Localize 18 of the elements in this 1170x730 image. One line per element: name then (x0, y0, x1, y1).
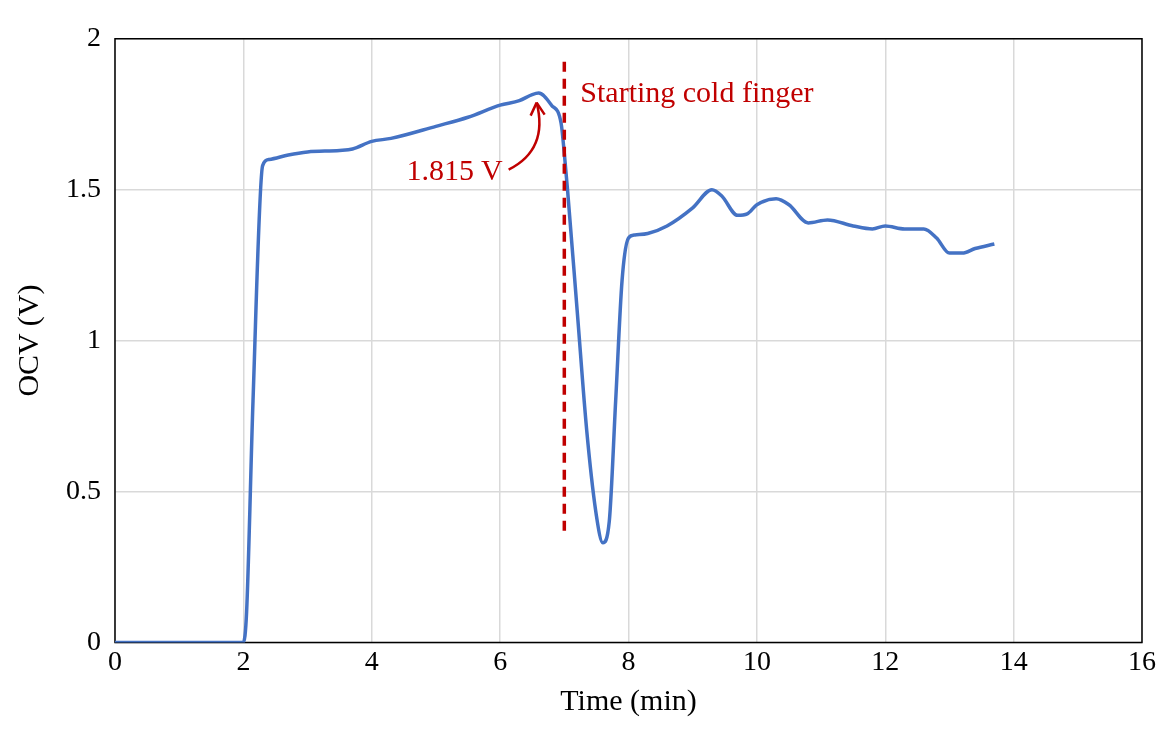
y-tick-label: 2 (87, 21, 101, 53)
x-tick-label: 10 (742, 644, 771, 676)
x-tick-label: 2 (236, 644, 251, 676)
x-tick-label: 0 (108, 644, 122, 676)
x-tick-label: 12 (871, 644, 900, 676)
x-axis-title: Time (min) (560, 682, 697, 717)
y-tick-label: 1 (87, 322, 101, 354)
y-tick-label: 0 (87, 624, 101, 656)
x-tick-label: 8 (621, 644, 636, 676)
x-tick-label: 6 (493, 644, 508, 676)
y-axis-title: OCV (V) (10, 284, 45, 397)
y-tick-label: 1.5 (66, 172, 101, 204)
y-tick-label: 0.5 (66, 473, 101, 505)
ref-line-label: Starting cold finger (580, 74, 814, 108)
x-tick-label: 16 (1128, 644, 1156, 676)
x-tick-label: 14 (999, 644, 1028, 676)
annotation: 1.815 V (406, 152, 503, 186)
x-tick-label: 4 (364, 644, 379, 676)
